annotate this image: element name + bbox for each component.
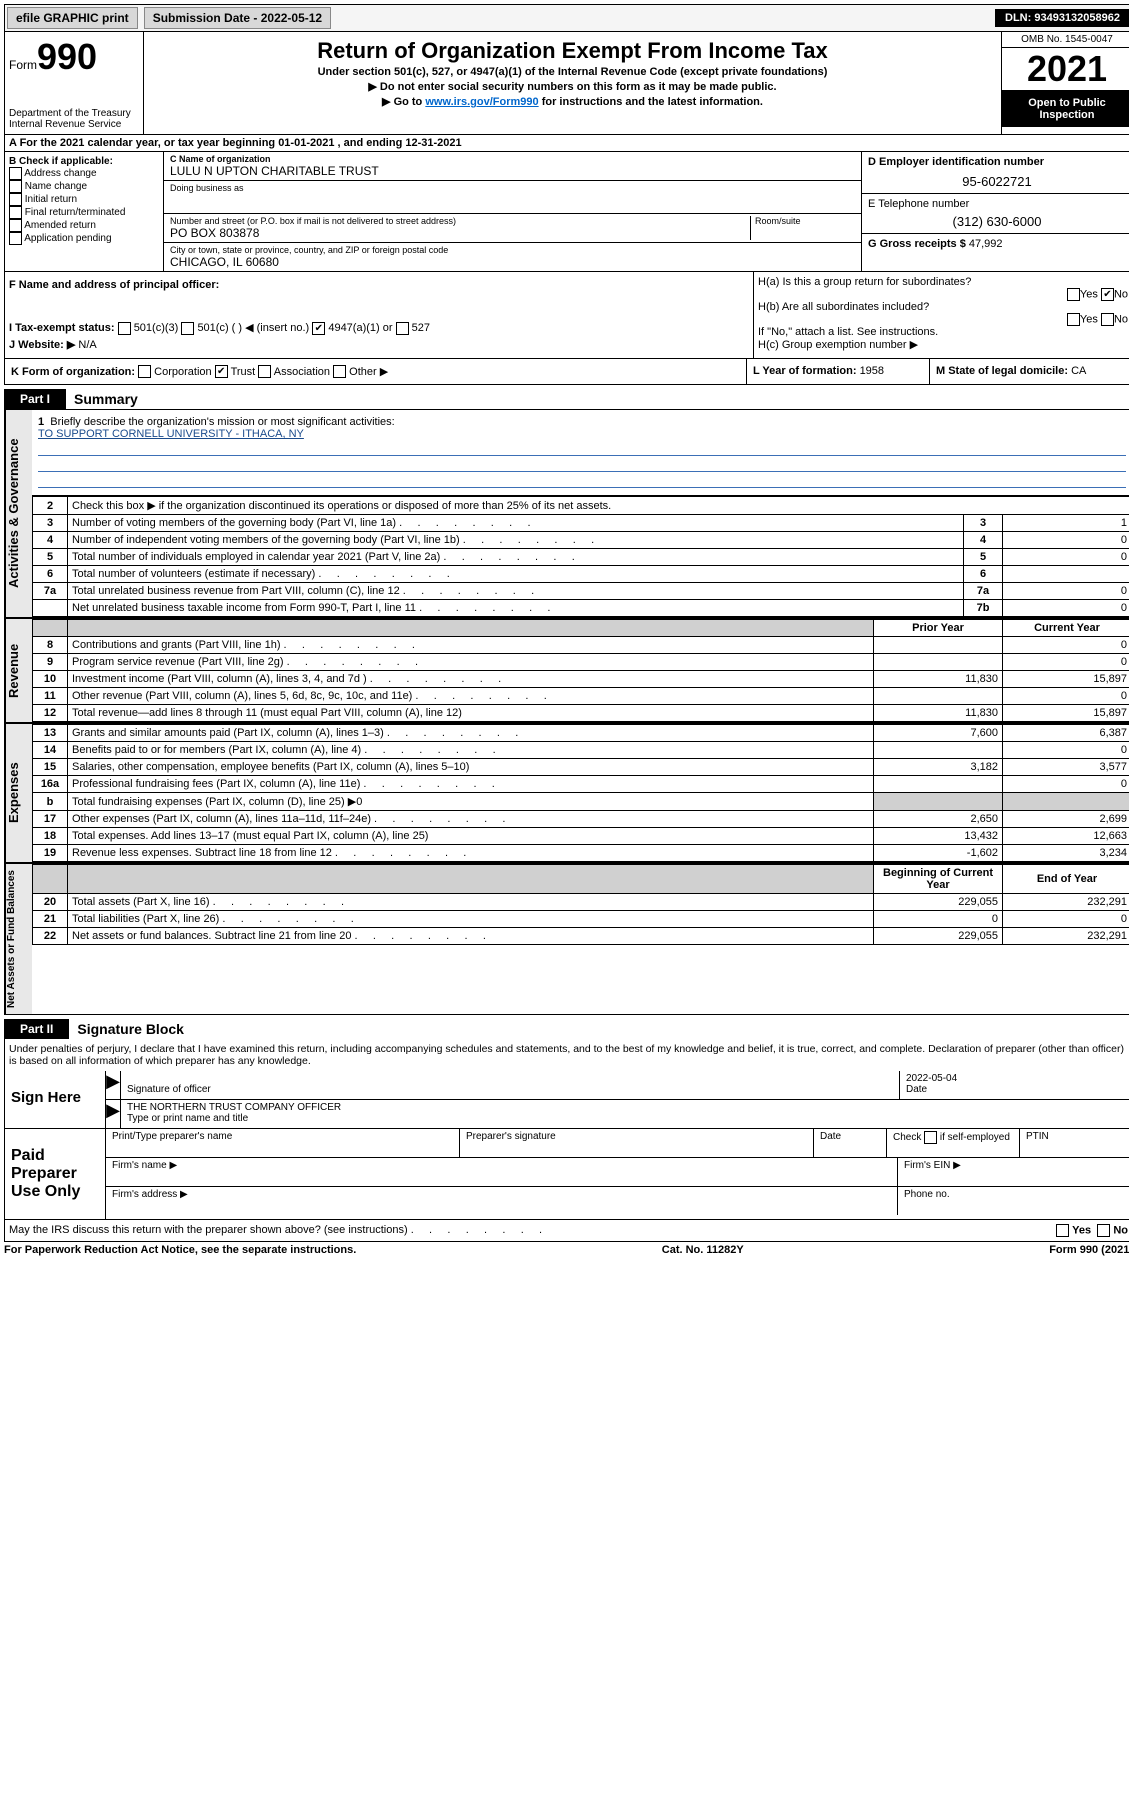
phone-value: (312) 630-6000	[868, 214, 1126, 229]
section-de: D Employer identification number 95-6022…	[861, 152, 1129, 271]
section-fij: F Name and address of principal officer:…	[5, 272, 753, 358]
section-k: K Form of organization: Corporation ✔ Tr…	[5, 359, 746, 385]
part-1-title: Summary	[74, 391, 138, 407]
dln-badge: DLN: 93493132058962	[995, 9, 1129, 27]
officer-name: THE NORTHERN TRUST COMPANY OFFICER	[127, 1102, 341, 1113]
section-m: M State of legal domicile: CA	[929, 359, 1129, 385]
form-header: Form990 Department of the Treasury Inter…	[4, 32, 1129, 135]
top-toolbar: efile GRAPHIC print Submission Date - 20…	[4, 4, 1129, 32]
dept-label: Department of the Treasury Internal Reve…	[9, 108, 139, 130]
row-a-taxyear: A For the 2021 calendar year, or tax yea…	[4, 135, 1129, 152]
omb-number: OMB No. 1545-0047	[1002, 32, 1129, 48]
section-b: B Check if applicable: Address change Na…	[5, 152, 164, 271]
open-public-badge: Open to Public Inspection	[1002, 91, 1129, 127]
org-city: CHICAGO, IL 60680	[170, 255, 855, 269]
sidelabel-revenue: Revenue	[5, 619, 32, 722]
summary-table-net: Beginning of Current YearEnd of Year 20T…	[32, 864, 1129, 945]
sign-here-block: Sign Here ▶ Signature of officer 2022-05…	[4, 1071, 1129, 1129]
section-l: L Year of formation: 1958	[746, 359, 929, 385]
page-footer: For Paperwork Reduction Act Notice, see …	[4, 1242, 1129, 1258]
efile-button[interactable]: efile GRAPHIC print	[7, 7, 138, 29]
section-c: C Name of organization LULU N UPTON CHAR…	[164, 152, 861, 271]
ein-value: 95-6022721	[868, 174, 1126, 189]
irs-link[interactable]: www.irs.gov/Form990	[425, 96, 538, 108]
sidelabel-expenses: Expenses	[5, 724, 32, 862]
sign-date: 2022-05-04	[906, 1073, 957, 1084]
submission-date-button[interactable]: Submission Date - 2022-05-12	[144, 7, 331, 29]
part-2-tag: Part II	[4, 1019, 69, 1039]
irs-discuss-row: May the IRS discuss this return with the…	[4, 1220, 1129, 1242]
part-1-tag: Part I	[4, 389, 66, 409]
subtitle-2: ▶ Do not enter social security numbers o…	[148, 80, 997, 93]
section-h: H(a) Is this a group return for subordin…	[753, 272, 1129, 358]
org-name: LULU N UPTON CHARITABLE TRUST	[170, 164, 855, 178]
form-number: Form990	[9, 36, 139, 78]
tax-year: 2021	[1002, 48, 1129, 91]
summary-table-exp: 13Grants and similar amounts paid (Part …	[32, 724, 1129, 862]
summary-table-gov: 2Check this box ▶ if the organization di…	[32, 496, 1129, 617]
summary-table-rev: Prior YearCurrent Year 8Contributions an…	[32, 619, 1129, 722]
gross-receipts: 47,992	[969, 238, 1003, 250]
perjury-text: Under penalties of perjury, I declare th…	[4, 1039, 1129, 1071]
sidelabel-netassets: Net Assets or Fund Balances	[5, 864, 32, 1014]
paid-preparer-block: Paid Preparer Use Only Print/Type prepar…	[4, 1129, 1129, 1220]
sidelabel-governance: Activities & Governance	[5, 410, 32, 617]
org-address: PO BOX 803878	[170, 226, 750, 240]
mission-text: TO SUPPORT CORNELL UNIVERSITY - ITHACA, …	[38, 428, 304, 440]
subtitle-1: Under section 501(c), 527, or 4947(a)(1)…	[148, 66, 997, 78]
part-2-title: Signature Block	[77, 1021, 184, 1037]
subtitle-3: ▶ Go to www.irs.gov/Form990 for instruct…	[148, 95, 997, 108]
form-title: Return of Organization Exempt From Incom…	[148, 38, 997, 64]
